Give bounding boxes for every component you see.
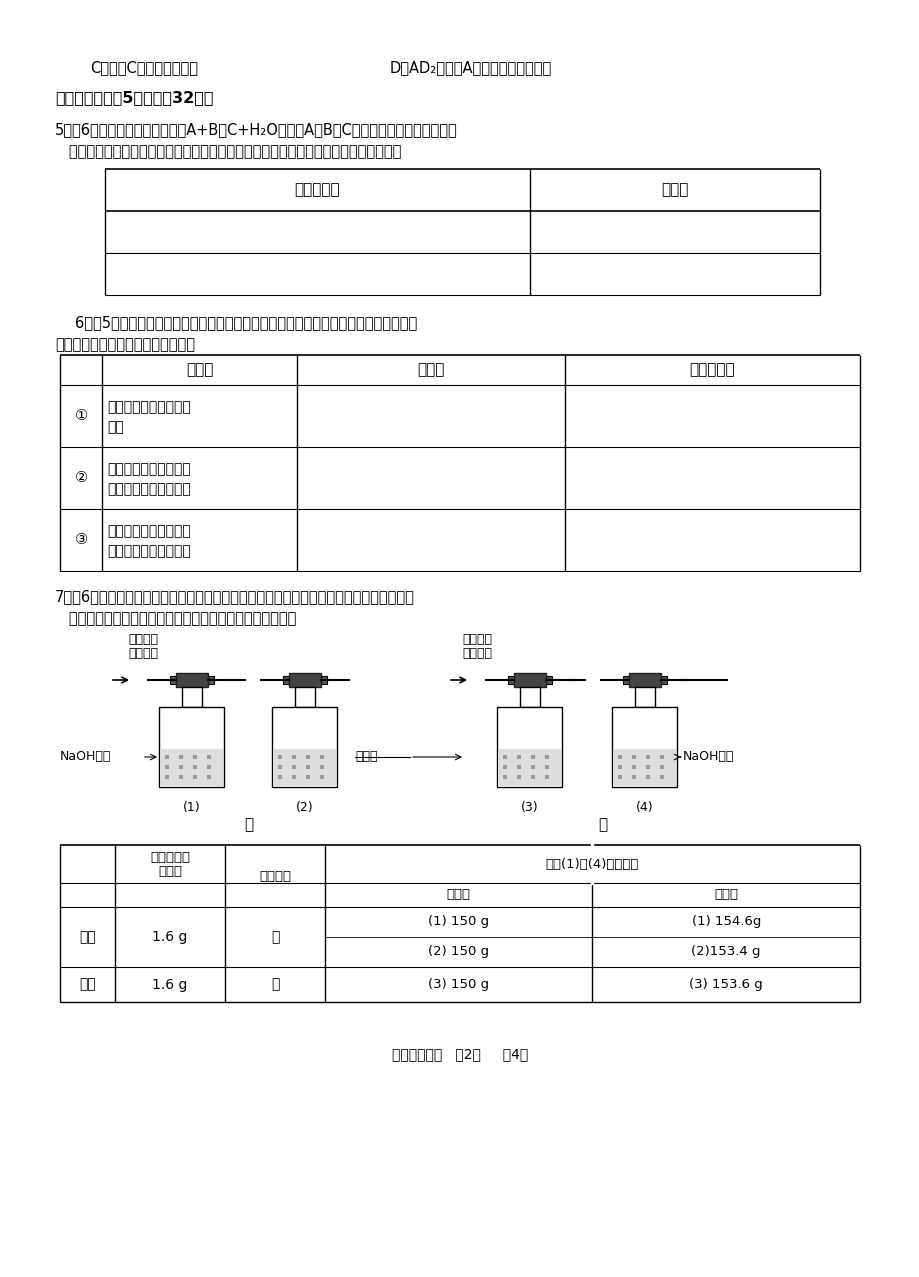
Bar — [295, 687, 314, 707]
Text: 农民利用温室生产蔬菜: 农民利用温室生产蔬菜 — [107, 462, 190, 476]
Text: 的质量: 的质量 — [158, 865, 182, 879]
Bar — [182, 687, 202, 707]
Text: 你在下列表格里写出两个不同反应类型的具体化学方程式，并说明该反应的一种用途。: 你在下列表格里写出两个不同反应类型的具体化学方程式，并说明该反应的一种用途。 — [55, 144, 401, 160]
Bar — [634, 687, 654, 707]
Text: 化学反应的要写出有关化学方程式。: 化学反应的要写出有关化学方程式。 — [55, 337, 195, 352]
Bar — [519, 687, 539, 707]
Text: 1.6 g: 1.6 g — [153, 930, 187, 944]
Text: (1) 154.6g: (1) 154.6g — [691, 916, 760, 928]
Text: 甲: 甲 — [244, 817, 253, 833]
Bar — [321, 676, 326, 684]
Text: 实验装置: 实验装置 — [259, 870, 290, 882]
Bar — [612, 707, 676, 787]
Text: ②: ② — [74, 470, 87, 485]
Bar — [273, 750, 336, 787]
Text: ③: ③ — [74, 533, 87, 548]
Text: (3): (3) — [521, 801, 539, 813]
Text: 乙组: 乙组 — [79, 977, 96, 991]
Text: 7．（6分）某有机物在氧气中充分燃烧后，产物只有二氧化碳和水，甲、乙两组同学分别用: 7．（6分）某有机物在氧气中充分燃烧后，产物只有二氧化碳和水，甲、乙两组同学分别… — [55, 589, 414, 604]
Text: D．AD₂物质中A的化合价一定为正价: D．AD₂物质中A的化合价一定为正价 — [390, 60, 551, 75]
Text: (1): (1) — [183, 801, 200, 813]
Text: 实验后: 实验后 — [713, 889, 737, 902]
Text: 炒菜时油锅中的油不慎: 炒菜时油锅中的油不慎 — [107, 524, 190, 538]
Text: 乙: 乙 — [270, 977, 278, 991]
Text: 现　象: 现 象 — [186, 363, 213, 378]
Text: ①: ① — [74, 409, 87, 424]
Text: 实验前: 实验前 — [447, 889, 471, 902]
Text: NaOH溶液: NaOH溶液 — [60, 751, 111, 764]
Bar — [208, 676, 214, 684]
Text: 顶开: 顶开 — [107, 420, 124, 434]
Text: 时，在温室里燃烧木炭: 时，在温室里燃烧木炭 — [107, 481, 190, 495]
Text: 化学方程式: 化学方程式 — [294, 183, 340, 198]
Text: 混合气体: 混合气体 — [461, 647, 492, 660]
Text: 实验(1)～(4)装置质量: 实验(1)～(4)装置质量 — [545, 857, 639, 871]
Text: (3) 150 g: (3) 150 g — [427, 978, 489, 991]
Text: 下图两种方法测定它的组成。请你分析，并参与测定工作；: 下图两种方法测定它的组成。请你分析，并参与测定工作； — [55, 610, 296, 626]
Text: 甲: 甲 — [270, 930, 278, 944]
Text: 着火，盖上锅盖可灭火: 着火，盖上锅盖可灭火 — [107, 544, 190, 558]
Text: 化学方程式: 化学方程式 — [689, 363, 734, 378]
Text: 化学竞赛试卷   第2页     共4页: 化学竞赛试卷 第2页 共4页 — [391, 1047, 528, 1061]
Text: 浓硫酸: 浓硫酸 — [355, 751, 377, 764]
Bar — [498, 750, 561, 787]
Text: 6．（5分）生活中的一些现象可用我们所学的化学知识加以解释。试解释下列现象，有: 6．（5分）生活中的一些现象可用我们所学的化学知识加以解释。试解释下列现象，有 — [75, 315, 417, 329]
Text: (4): (4) — [636, 801, 653, 813]
Bar — [629, 673, 660, 687]
Text: 1.6 g: 1.6 g — [153, 977, 187, 991]
Text: (2)153.4 g: (2)153.4 g — [691, 945, 760, 959]
Text: C．物质C是反应的催化剂: C．物质C是反应的催化剂 — [90, 60, 198, 75]
Text: 一壶水烧开后，壶盖被: 一壶水烧开后，壶盖被 — [107, 400, 190, 414]
Bar — [507, 676, 514, 684]
Text: 甲组: 甲组 — [79, 930, 96, 944]
Text: 燃烧有机物: 燃烧有机物 — [150, 850, 190, 865]
Bar — [283, 676, 289, 684]
Bar — [176, 673, 208, 687]
Bar — [545, 676, 551, 684]
Text: 二、非选择题（5小题，共32分）: 二、非选择题（5小题，共32分） — [55, 89, 213, 105]
Text: 解　释: 解 释 — [417, 363, 444, 378]
Bar — [272, 707, 337, 787]
Bar — [660, 676, 666, 684]
Text: 用　途: 用 途 — [661, 183, 688, 198]
Bar — [159, 707, 224, 787]
Text: 混合气体: 混合气体 — [128, 647, 158, 660]
Text: NaOH溶液: NaOH溶液 — [682, 751, 733, 764]
Text: 5．（6分）化学反应可表示为：A+B－C+H₂O（其中A、B、C可以是化合物或单质），请: 5．（6分）化学反应可表示为：A+B－C+H₂O（其中A、B、C可以是化合物或单… — [55, 123, 458, 137]
Bar — [622, 676, 629, 684]
Text: (3) 153.6 g: (3) 153.6 g — [688, 978, 762, 991]
Text: (2): (2) — [296, 801, 313, 813]
Text: 燃烧后的: 燃烧后的 — [461, 633, 492, 646]
Bar — [613, 750, 675, 787]
Text: 燃烧后的: 燃烧后的 — [128, 633, 158, 646]
Bar — [289, 673, 321, 687]
Bar — [160, 750, 223, 787]
Text: 乙: 乙 — [597, 817, 607, 833]
Text: (2) 150 g: (2) 150 g — [427, 945, 489, 959]
Text: (1) 150 g: (1) 150 g — [427, 916, 489, 928]
Bar — [514, 673, 545, 687]
Bar — [497, 707, 562, 787]
Bar — [170, 676, 176, 684]
